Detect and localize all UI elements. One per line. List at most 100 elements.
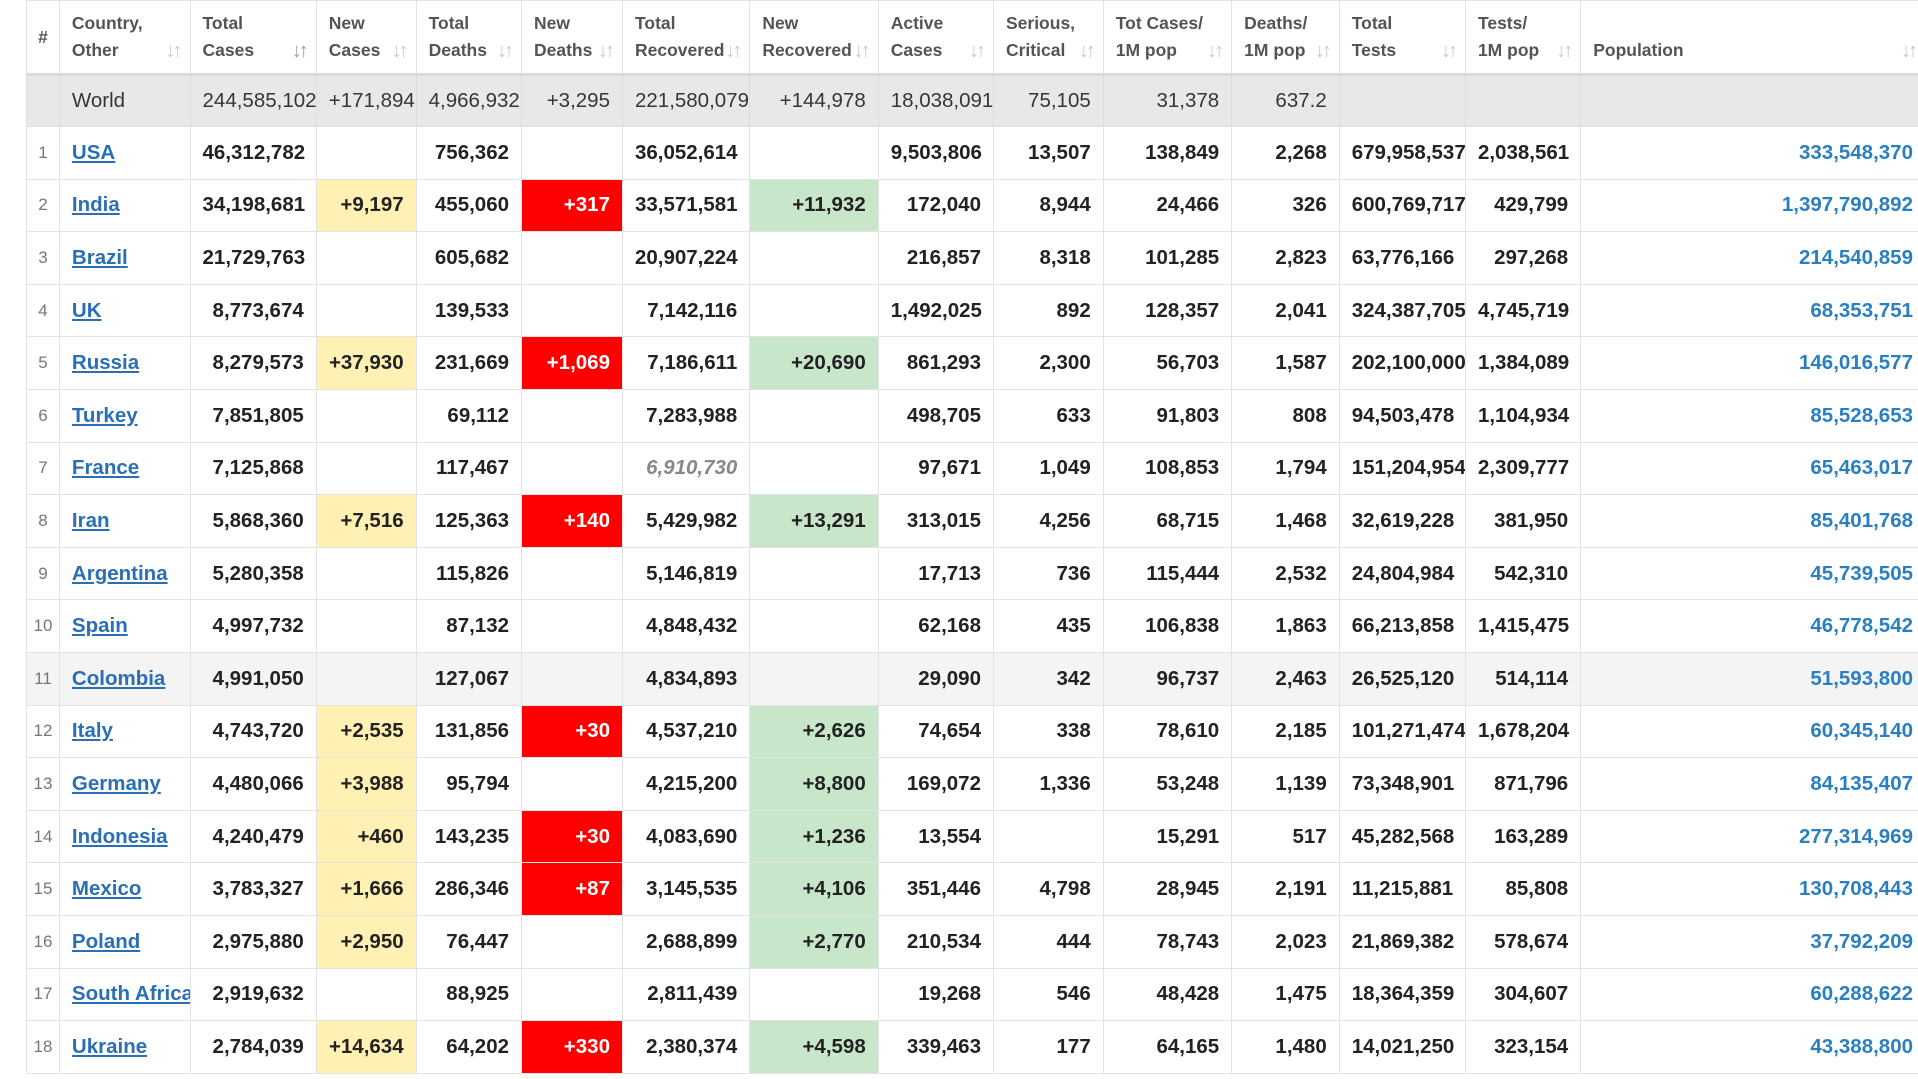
cell-deaths-1m: 326 xyxy=(1231,178,1340,233)
column-header-cases-1m[interactable]: Tot Cases/1M pop ↓↑ xyxy=(1102,0,1233,76)
country-link[interactable]: Mexico xyxy=(71,877,142,901)
country-link[interactable]: Argentina xyxy=(71,561,168,585)
cell-serious: 2,300 xyxy=(992,336,1104,390)
sort-arrows-icon[interactable]: ↓↑ xyxy=(1901,40,1918,62)
cell-total-deaths: 131,856 xyxy=(415,704,523,759)
cell-new-cases xyxy=(315,283,417,338)
cell-new-cases xyxy=(315,599,417,653)
cell-total-cases: 7,125,868 xyxy=(189,441,317,496)
country-link[interactable]: USA xyxy=(71,140,116,164)
cell-population: 214,540,859 xyxy=(1580,231,1918,285)
cell-num: 6 xyxy=(26,388,60,443)
cell-population: 68,353,751 xyxy=(1580,283,1918,338)
cell-country: Indonesia xyxy=(58,809,191,864)
cell-deaths-1m: 2,532 xyxy=(1231,546,1340,601)
cell-active: 339,463 xyxy=(877,1020,994,1074)
column-header-new-cases[interactable]: New Cases ↓↑ xyxy=(315,0,417,76)
sort-arrows-icon[interactable]: ↓↑ xyxy=(391,40,409,62)
cell-serious: 546 xyxy=(992,967,1104,1022)
cell-active: 9,503,806 xyxy=(877,126,994,180)
sort-arrows-icon[interactable]: ↓↑ xyxy=(165,40,183,62)
cell-deaths-1m: 2,023 xyxy=(1231,914,1340,969)
sort-arrows-icon[interactable]: ↓↑ xyxy=(1078,40,1096,62)
column-header-total-recovered[interactable]: Total Recovered ↓↑ xyxy=(621,0,751,76)
cell-total-recovered: 5,146,819 xyxy=(621,546,751,601)
country-link[interactable]: India xyxy=(71,193,120,217)
column-header-label: Deaths/1M pop xyxy=(1244,10,1327,64)
cell-country: France xyxy=(58,441,191,496)
cell-total-recovered: 5,429,982 xyxy=(621,494,751,548)
country-link[interactable]: Brazil xyxy=(71,245,128,269)
cell-deaths-1m: 1,475 xyxy=(1231,967,1340,1022)
column-header-active[interactable]: Active Cases ↓↑ xyxy=(877,0,994,76)
cell-total-tests: 324,387,705 xyxy=(1338,283,1466,338)
cell-active: 861,293 xyxy=(877,336,994,390)
cell-new-deaths xyxy=(521,388,623,443)
country-link[interactable]: UK xyxy=(71,298,102,322)
cell-cases-1m: 56,703 xyxy=(1102,336,1233,390)
table-row: 14 Indonesia 4,240,479 +460 143,235 +30 4,083,… xyxy=(26,809,1918,864)
cell-active: 97,671 xyxy=(877,441,994,496)
cell-total-tests: 600,769,717 xyxy=(1338,178,1466,233)
country-link[interactable]: Spain xyxy=(71,614,128,638)
column-header-total-cases[interactable]: Total Cases ↓↑ xyxy=(189,0,317,76)
sort-arrows-icon[interactable]: ↓↑ xyxy=(968,40,986,62)
column-header-total-tests[interactable]: Total Tests ↓↑ xyxy=(1338,0,1466,76)
cell-country: Ukraine xyxy=(58,1020,191,1074)
cell-cases-1m: 78,743 xyxy=(1102,914,1233,969)
cell-country: Colombia xyxy=(58,651,191,706)
cell-total-deaths: 95,794 xyxy=(415,757,523,811)
country-link[interactable]: France xyxy=(71,456,140,480)
sort-arrows-icon[interactable]: ↓↑ xyxy=(1314,40,1332,62)
country-link[interactable]: Italy xyxy=(71,719,113,743)
country-link[interactable]: Indonesia xyxy=(71,824,168,848)
column-header-num[interactable]: # xyxy=(26,0,60,76)
column-header-country[interactable]: Country, Other ↓↑ xyxy=(58,0,191,76)
sort-arrows-icon[interactable]: ↓↑ xyxy=(1556,40,1573,62)
cell-new-recovered: +2,626 xyxy=(749,704,879,759)
country-link[interactable]: Ukraine xyxy=(71,1034,148,1058)
sort-arrows-icon[interactable]: ↓↑ xyxy=(597,40,615,62)
cell-new-deaths xyxy=(521,757,623,811)
cell-new-cases xyxy=(315,126,417,180)
column-header-total-deaths[interactable]: Total Deaths ↓↑ xyxy=(415,0,523,76)
cell-active: 351,446 xyxy=(877,862,994,916)
sort-arrows-icon[interactable]: ↓↑ xyxy=(725,40,742,62)
cell-new-cases: +37,930 xyxy=(315,336,417,390)
country-link[interactable]: Turkey xyxy=(71,403,138,427)
country-link[interactable]: Poland xyxy=(71,929,141,953)
country-link[interactable]: South Africa xyxy=(71,982,191,1006)
sort-arrows-icon[interactable]: ↓↑ xyxy=(291,40,309,62)
column-header-deaths-1m[interactable]: Deaths/1M pop ↓↑ xyxy=(1231,0,1340,76)
column-header-tests-1m[interactable]: Tests/1M pop ↓↑ xyxy=(1464,0,1582,76)
column-header-line2: 1M pop xyxy=(1115,40,1177,60)
cell-active: 172,040 xyxy=(877,178,994,233)
cell-num: 13 xyxy=(26,757,60,811)
column-header-label: Tot Cases/1M pop xyxy=(1116,10,1219,64)
cell-serious: 4,798 xyxy=(992,862,1104,916)
column-header-line2: Population xyxy=(1593,40,1684,60)
sort-arrows-icon[interactable]: ↓↑ xyxy=(1207,40,1224,62)
cell-total-cases: 2,975,880 xyxy=(189,914,317,969)
country-link[interactable]: Iran xyxy=(71,508,110,532)
cell-country: Turkey xyxy=(58,388,191,443)
sort-arrows-icon[interactable]: ↓↑ xyxy=(497,40,514,62)
country-link[interactable]: Russia xyxy=(71,351,140,375)
cell-cases-1m: 53,248 xyxy=(1102,757,1233,811)
sort-arrows-icon[interactable]: ↓↑ xyxy=(853,40,871,62)
world-total-row: World 244,585,102 +171,894 4,966,932 +3,295 2… xyxy=(26,74,1918,127)
cell-total-cases: 4,997,732 xyxy=(189,599,317,653)
column-header-label: Total Tests xyxy=(1352,10,1453,64)
column-header-serious[interactable]: Serious, Critical ↓↑ xyxy=(992,0,1104,76)
cell-tests-1m: 297,268 xyxy=(1464,231,1582,285)
column-header-population[interactable]: Population ↓↑ xyxy=(1580,0,1918,76)
column-header-new-recovered[interactable]: New Recovered ↓↑ xyxy=(749,0,879,76)
cell-total-deaths: 605,682 xyxy=(415,231,523,285)
cell-total-cases: 4,991,050 xyxy=(189,651,317,706)
country-link[interactable]: Germany xyxy=(71,771,161,795)
cell-deaths-1m: 2,268 xyxy=(1231,126,1340,180)
cell-num: 7 xyxy=(26,441,60,496)
sort-arrows-icon[interactable]: ↓↑ xyxy=(1440,40,1458,62)
column-header-new-deaths[interactable]: New Deaths ↓↑ xyxy=(521,0,623,76)
country-link[interactable]: Colombia xyxy=(71,666,166,690)
